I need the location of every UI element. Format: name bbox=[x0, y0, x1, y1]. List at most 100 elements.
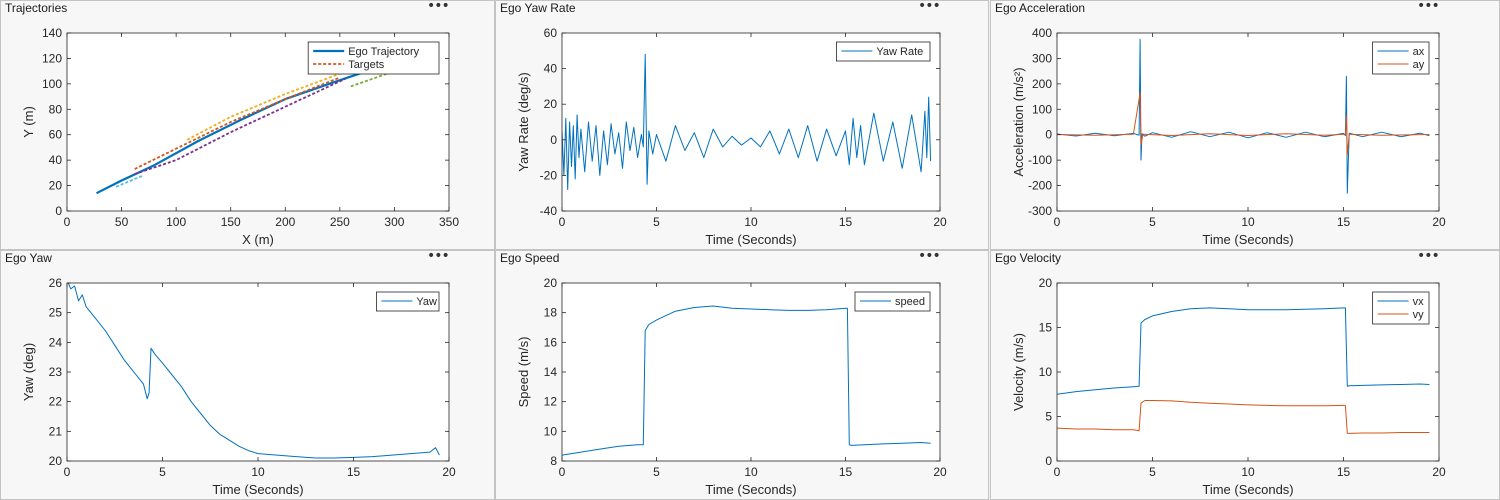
y-tick-label: 60 bbox=[49, 128, 63, 142]
y-axis-label: Velocity (m/s) bbox=[1011, 333, 1026, 411]
panel-title: Ego Velocity bbox=[995, 251, 1062, 265]
x-tick-label: 0 bbox=[1054, 465, 1061, 479]
x-tick-label: 0 bbox=[1054, 215, 1061, 229]
x-tick-label: 15 bbox=[347, 465, 361, 479]
y-tick-label: 0 bbox=[1045, 128, 1052, 142]
y-axis-label: Acceleration (m/s²) bbox=[1011, 67, 1026, 176]
x-tick-label: 350 bbox=[439, 215, 459, 229]
x-tick-label: 20 bbox=[933, 215, 947, 229]
y-tick-label: 25 bbox=[49, 306, 63, 320]
y-tick-label: 20 bbox=[49, 454, 63, 468]
y-tick-label: 16 bbox=[544, 335, 558, 349]
y-tick-label: -100 bbox=[1028, 153, 1052, 167]
chart-accel: 0 5 10 15 20 -300 -200 -100 0 100 200 300 400 Time (S… bbox=[1011, 26, 1446, 247]
legend-entry: Yaw Rate bbox=[876, 46, 923, 58]
x-tick-label: 0 bbox=[64, 465, 71, 479]
y-tick-label: -300 bbox=[1028, 204, 1052, 218]
y-tick-label: 20 bbox=[49, 179, 63, 193]
axes-menu-icon[interactable]: ••• bbox=[1417, 248, 1440, 264]
series-line-3 bbox=[134, 77, 346, 175]
legend-entry: Ego Trajectory bbox=[348, 46, 419, 58]
x-tick-label: 15 bbox=[839, 465, 853, 479]
series-line-0 bbox=[562, 305, 931, 456]
panel-trajectories: Trajectories ••• 0 50 100 150 200 250 300 350 0 20 4… bbox=[0, 0, 495, 250]
x-tick-label: 150 bbox=[221, 215, 241, 229]
y-axis-label: Yaw (deg) bbox=[21, 343, 36, 401]
x-tick-label: 10 bbox=[1241, 215, 1255, 229]
x-tick-label: 5 bbox=[653, 215, 660, 229]
y-tick-label: 100 bbox=[42, 77, 62, 91]
x-axis-label: Time (Seconds) bbox=[1202, 482, 1293, 497]
legend: speed bbox=[854, 291, 931, 312]
axes-menu-icon[interactable]: ••• bbox=[427, 248, 450, 264]
y-tick-label: 15 bbox=[1039, 321, 1053, 335]
y-tick-label: 10 bbox=[544, 424, 558, 438]
axes-menu-icon[interactable]: ••• bbox=[918, 248, 941, 264]
panel-title: Ego Speed bbox=[500, 251, 560, 265]
y-tick-label: 300 bbox=[1032, 51, 1052, 65]
y-tick-label: -20 bbox=[540, 168, 558, 182]
x-tick-label: 100 bbox=[166, 215, 186, 229]
series-line-0 bbox=[562, 53, 932, 191]
series-line-1 bbox=[134, 76, 341, 170]
series-line-4 bbox=[350, 70, 395, 88]
y-tick-label: 140 bbox=[42, 26, 62, 40]
legend-entry: ax bbox=[1413, 46, 1425, 58]
axes-menu-icon[interactable]: ••• bbox=[1417, 0, 1440, 14]
legend: Yaw bbox=[375, 291, 440, 312]
legend-box bbox=[854, 291, 931, 312]
legend-entry: vx bbox=[1413, 296, 1425, 308]
x-tick-label: 5 bbox=[653, 465, 660, 479]
series-line-1 bbox=[1057, 92, 1430, 156]
panel-title: Ego Acceleration bbox=[995, 1, 1086, 15]
series-line-0 bbox=[1057, 307, 1430, 395]
axes-menu-icon[interactable]: ••• bbox=[918, 0, 941, 14]
y-tick-label: 24 bbox=[49, 335, 63, 349]
y-tick-label: 21 bbox=[49, 424, 63, 438]
x-tick-label: 250 bbox=[330, 215, 350, 229]
legend-box bbox=[835, 41, 931, 62]
series-line-0 bbox=[67, 283, 440, 459]
x-axis-label: Time (Seconds) bbox=[212, 482, 303, 497]
series-line-2 bbox=[186, 62, 373, 141]
y-tick-label: 5 bbox=[1045, 410, 1052, 424]
axes-box bbox=[66, 32, 450, 212]
x-tick-label: 5 bbox=[1149, 215, 1156, 229]
series-group bbox=[562, 53, 932, 191]
series-line-0 bbox=[96, 70, 368, 195]
x-tick-label: 5 bbox=[1149, 465, 1156, 479]
y-tick-label: 0 bbox=[550, 133, 557, 147]
y-axis-label: Yaw Rate (deg/s) bbox=[516, 72, 531, 171]
panel-yawrate: Ego Yaw Rate ••• 0 5 10 15 20 -40 -20 0 20 40 60 Time… bbox=[495, 0, 989, 250]
legend-entry: ay bbox=[1413, 59, 1425, 71]
x-tick-label: 20 bbox=[1432, 465, 1446, 479]
panel-yaw: Ego Yaw ••• 0 5 10 15 20 20 21 22 23 24 25 26 Time (Se… bbox=[0, 248, 495, 500]
legend-box bbox=[1372, 41, 1430, 75]
y-tick-label: 20 bbox=[544, 97, 558, 111]
x-axis-label: Time (Seconds) bbox=[1202, 232, 1293, 247]
panel-velocity: Ego Velocity ••• 0 5 10 15 20 0 5 10 15 20 Time (Sec… bbox=[990, 248, 1500, 500]
x-axis-label: Time (Seconds) bbox=[705, 482, 796, 497]
x-tick-label: 10 bbox=[251, 465, 265, 479]
legend-entry: Yaw bbox=[416, 296, 437, 308]
x-axis-label: Time (Seconds) bbox=[705, 232, 796, 247]
x-tick-label: 20 bbox=[1432, 215, 1446, 229]
chart-yawrate: 0 5 10 15 20 -40 -20 0 20 40 60 Time (Seconds) Yaw R… bbox=[516, 26, 947, 247]
series-group bbox=[562, 305, 931, 456]
x-tick-label: 0 bbox=[559, 215, 566, 229]
y-tick-label: 20 bbox=[544, 276, 558, 290]
y-tick-label: 10 bbox=[1039, 365, 1053, 379]
chart-speed: 0 5 10 15 20 8 10 12 14 16 18 20 Time (Seconds) Speed… bbox=[516, 276, 947, 497]
legend: Yaw Rate bbox=[835, 41, 931, 62]
series-group bbox=[1057, 307, 1430, 434]
y-axis-label: Speed (m/s) bbox=[516, 337, 531, 408]
axes-menu-icon[interactable]: ••• bbox=[427, 0, 450, 14]
y-tick-label: -40 bbox=[540, 204, 558, 218]
x-tick-label: 10 bbox=[744, 465, 758, 479]
series-line-1 bbox=[1057, 400, 1430, 434]
legend-entry: Targets bbox=[348, 59, 385, 71]
plot-area bbox=[562, 283, 940, 461]
